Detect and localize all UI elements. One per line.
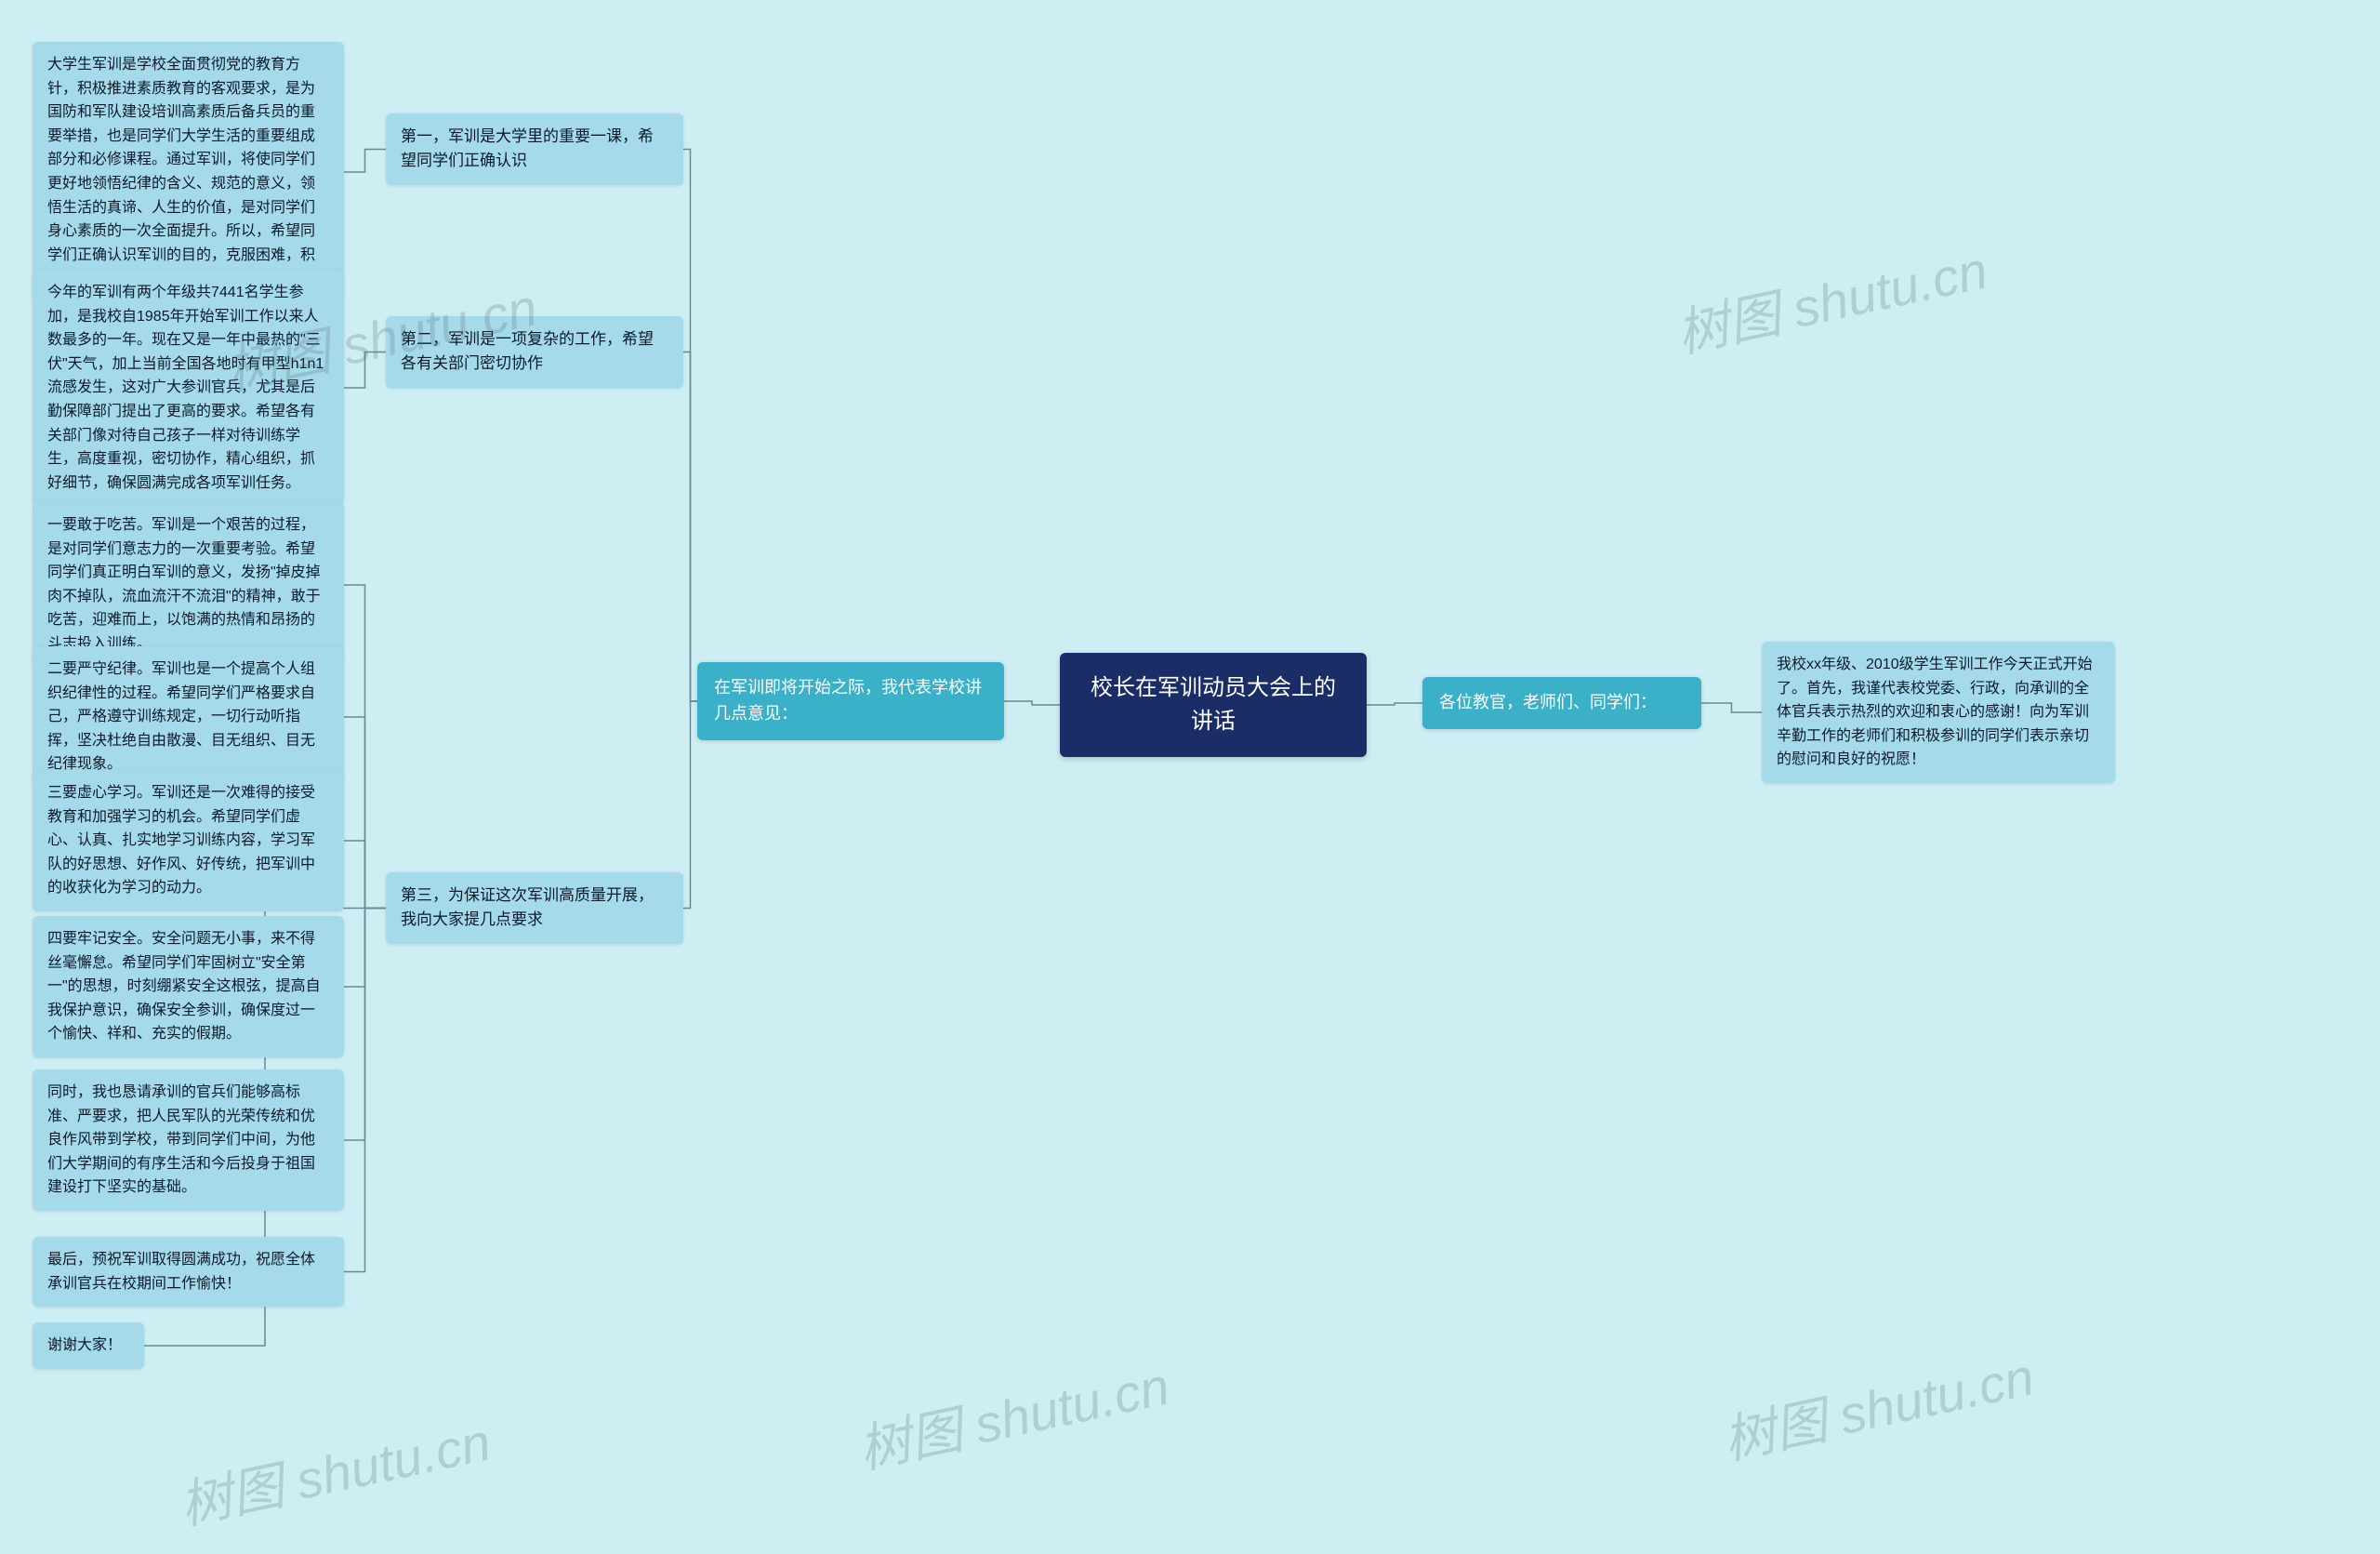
- mindmap-node: 四要牢记安全。安全问题无小事，来不得丝毫懈怠。希望同学们牢固树立"安全第一"的思…: [33, 916, 344, 1057]
- mindmap-node: 我校xx年级、2010级学生军训工作今天正式开始了。首先，我谨代表校党委、行政，…: [1762, 642, 2115, 783]
- mindmap-node: 二要严守纪律。军训也是一个提高个人组织纪律性的过程。希望同学们严格要求自己，严格…: [33, 646, 344, 788]
- mindmap-node: 大学生军训是学校全面贯彻党的教育方针，积极推进素质教育的客观要求，是为国防和军队…: [33, 42, 344, 302]
- mindmap-node: 三要虚心学习。军训还是一次难得的接受教育和加强学习的机会。希望同学们虚心、认真、…: [33, 770, 344, 911]
- mindmap-node: 第二，军训是一项复杂的工作，希望各有关部门密切协作: [386, 316, 683, 388]
- mindmap-node: 一要敢于吃苦。军训是一个艰苦的过程，是对同学们意志力的一次重要考验。希望同学们真…: [33, 502, 344, 668]
- watermark: 树图 shutu.cn: [851, 1345, 1175, 1484]
- mindmap-node: 校长在军训动员大会上的 讲话: [1060, 653, 1367, 757]
- mindmap-node: 最后，预祝军训取得圆满成功，祝愿全体承训官兵在校期间工作愉快！: [33, 1237, 344, 1307]
- mindmap-node: 同时，我也恳请承训的官兵们能够高标准、严要求，把人民军队的光荣传统和优良作风带到…: [33, 1069, 344, 1211]
- mindmap-node: 谢谢大家！: [33, 1322, 144, 1369]
- watermark: 树图 shutu.cn: [1715, 1335, 2040, 1475]
- mindmap-node: 在军训即将开始之际，我代表学校讲几点意见：: [697, 662, 1004, 740]
- watermark: 树图 shutu.cn: [1669, 229, 1993, 368]
- mindmap-node: 第一，军训是大学里的重要一课，希望同学们正确认识: [386, 113, 683, 185]
- watermark: 树图 shutu.cn: [172, 1401, 496, 1540]
- mindmap-node: 今年的军训有两个年级共7441名学生参加，是我校自1985年开始军训工作以来人数…: [33, 270, 344, 506]
- mindmap-node: 第三，为保证这次军训高质量开展，我向大家提几点要求: [386, 872, 683, 944]
- mindmap-canvas: 校长在军训动员大会上的 讲话在军训即将开始之际，我代表学校讲几点意见： 各位教官，…: [0, 0, 2380, 1554]
- mindmap-node: 各位教官，老师们、同学们：: [1422, 677, 1701, 729]
